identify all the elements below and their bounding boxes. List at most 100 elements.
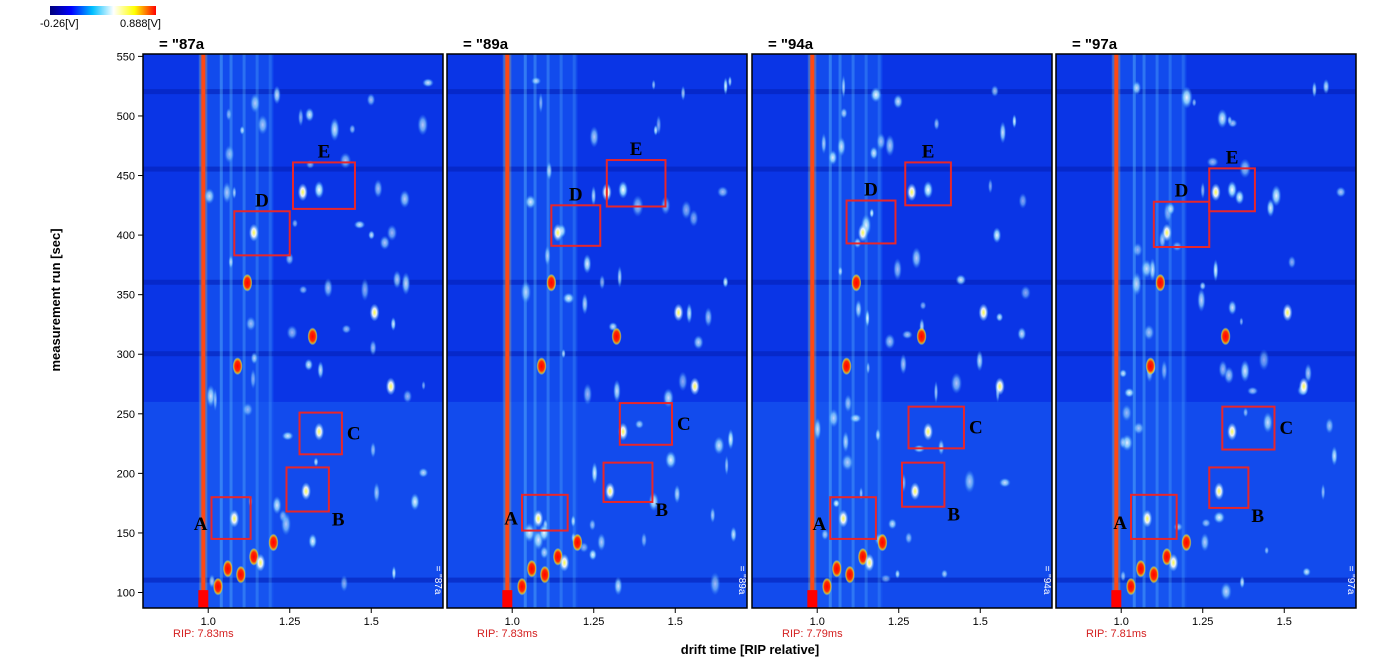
heatmap-spot bbox=[391, 565, 397, 581]
heatmap-spot bbox=[313, 457, 319, 467]
heatmap-spot bbox=[885, 134, 895, 157]
heatmap-spot bbox=[1143, 324, 1155, 341]
heatmap-spot bbox=[546, 161, 553, 181]
heatmap-spot bbox=[249, 93, 261, 114]
heatmap-spot bbox=[689, 209, 699, 227]
heatmap-spot bbox=[340, 574, 349, 592]
heatmap-streak bbox=[533, 54, 537, 608]
heatmap-spot bbox=[588, 548, 597, 561]
annotation-box-d bbox=[1152, 200, 1211, 249]
x-tick-label: 1.25 bbox=[888, 616, 909, 628]
heatmap-spot bbox=[390, 316, 397, 332]
heatmap-spot bbox=[709, 572, 721, 596]
heatmap-spot bbox=[828, 408, 839, 428]
panel-frame bbox=[446, 53, 748, 609]
heatmap-spot bbox=[1166, 202, 1175, 216]
annotation-box-e bbox=[1208, 167, 1256, 213]
heatmap-peak bbox=[1135, 559, 1146, 578]
heatmap-spot bbox=[821, 132, 827, 155]
annotation-label-e: E bbox=[1226, 147, 1239, 168]
heatmap-spot bbox=[297, 108, 304, 127]
heatmap-peak bbox=[841, 357, 852, 376]
heatmap-spot bbox=[353, 220, 366, 229]
heatmap-spot bbox=[280, 512, 292, 536]
heatmap-band bbox=[143, 401, 443, 608]
heatmap-band bbox=[447, 401, 747, 608]
heatmap-band bbox=[1056, 577, 1356, 583]
heatmap-peak bbox=[605, 482, 616, 501]
rip-blob bbox=[198, 590, 209, 608]
y-tick-label: 350 bbox=[117, 290, 135, 302]
heatmap-spot bbox=[1311, 81, 1317, 98]
x-tick-label: 1.0 bbox=[810, 616, 825, 628]
heatmap-band bbox=[1056, 401, 1356, 608]
rip-blob bbox=[1111, 590, 1122, 608]
heatmap-spot bbox=[837, 136, 846, 157]
heatmap-spot bbox=[693, 335, 704, 350]
heatmap-spot bbox=[866, 361, 871, 375]
heatmap-spot bbox=[709, 507, 716, 524]
heatmap-spot bbox=[813, 417, 822, 441]
heatmap-spot bbox=[250, 368, 257, 390]
heatmap-spot bbox=[686, 303, 693, 324]
heatmap-band bbox=[143, 279, 443, 285]
annotation-box-b bbox=[1208, 466, 1250, 509]
heatmap-spot bbox=[366, 93, 376, 107]
heatmap-spot bbox=[884, 333, 896, 350]
heatmap-streak bbox=[864, 54, 868, 608]
heatmap-peak bbox=[533, 509, 544, 528]
heatmap-spot bbox=[232, 186, 237, 200]
heatmap-spot bbox=[1335, 186, 1346, 198]
heatmap-band bbox=[752, 166, 1052, 172]
heatmap-peak bbox=[923, 422, 934, 441]
heatmap-peak bbox=[232, 357, 243, 376]
heatmap-spot bbox=[1227, 115, 1233, 125]
rip-label: RIP: 7.81ms bbox=[1086, 628, 1147, 640]
heatmap-spot bbox=[893, 258, 902, 281]
heatmap-spot bbox=[1197, 288, 1206, 313]
colorbar-swatch bbox=[50, 6, 156, 15]
heatmap-peak bbox=[1181, 533, 1192, 552]
heatmap-spot bbox=[599, 274, 606, 290]
heatmap-spot bbox=[1012, 114, 1017, 129]
annotation-box-b bbox=[602, 461, 654, 503]
heatmap-spot bbox=[821, 528, 829, 541]
heatmap-spot bbox=[1271, 184, 1282, 207]
heatmap-spot bbox=[901, 330, 913, 340]
heatmap-spot bbox=[1262, 411, 1273, 434]
heatmap-spot bbox=[1201, 518, 1211, 528]
annotation-label-c: C bbox=[677, 414, 691, 435]
heatmap-spot bbox=[206, 384, 216, 408]
heatmap-spot bbox=[1141, 259, 1153, 279]
rip-glow bbox=[199, 54, 208, 608]
y-tick-label: 500 bbox=[117, 111, 135, 123]
heatmap-spot bbox=[870, 87, 882, 103]
heatmap-peak bbox=[255, 553, 266, 572]
y-tick-label: 400 bbox=[117, 230, 135, 242]
heatmap-spot bbox=[950, 372, 963, 394]
heatmap-spot bbox=[250, 352, 258, 365]
heatmap-streak bbox=[828, 54, 832, 608]
colorbar: -0.26[V] 0.888[V] bbox=[40, 6, 161, 30]
y-tick-label: 300 bbox=[117, 349, 135, 361]
heatmap-spot bbox=[887, 518, 897, 530]
x-tick-label: 1.5 bbox=[668, 616, 683, 628]
heatmap-spot bbox=[349, 124, 356, 135]
heatmap-spot bbox=[228, 254, 234, 269]
annotation-box-c bbox=[907, 405, 965, 450]
heatmap-spot bbox=[933, 117, 940, 131]
heatmap-spot bbox=[1132, 242, 1143, 257]
rip-line bbox=[810, 54, 815, 608]
heatmap-spot bbox=[1124, 387, 1135, 398]
rip-glow bbox=[808, 54, 817, 608]
rip-line bbox=[505, 54, 510, 608]
annotation-label-e: E bbox=[630, 139, 643, 160]
heatmap-spot bbox=[855, 299, 862, 319]
heatmap-spot bbox=[369, 339, 377, 356]
annotation-label-a: A bbox=[813, 514, 827, 535]
heatmap-peak bbox=[307, 327, 318, 346]
heatmap-spot bbox=[589, 126, 599, 148]
heatmap-spot bbox=[893, 94, 903, 109]
annotation-box-e bbox=[292, 161, 356, 210]
heatmap-peak bbox=[546, 273, 557, 292]
